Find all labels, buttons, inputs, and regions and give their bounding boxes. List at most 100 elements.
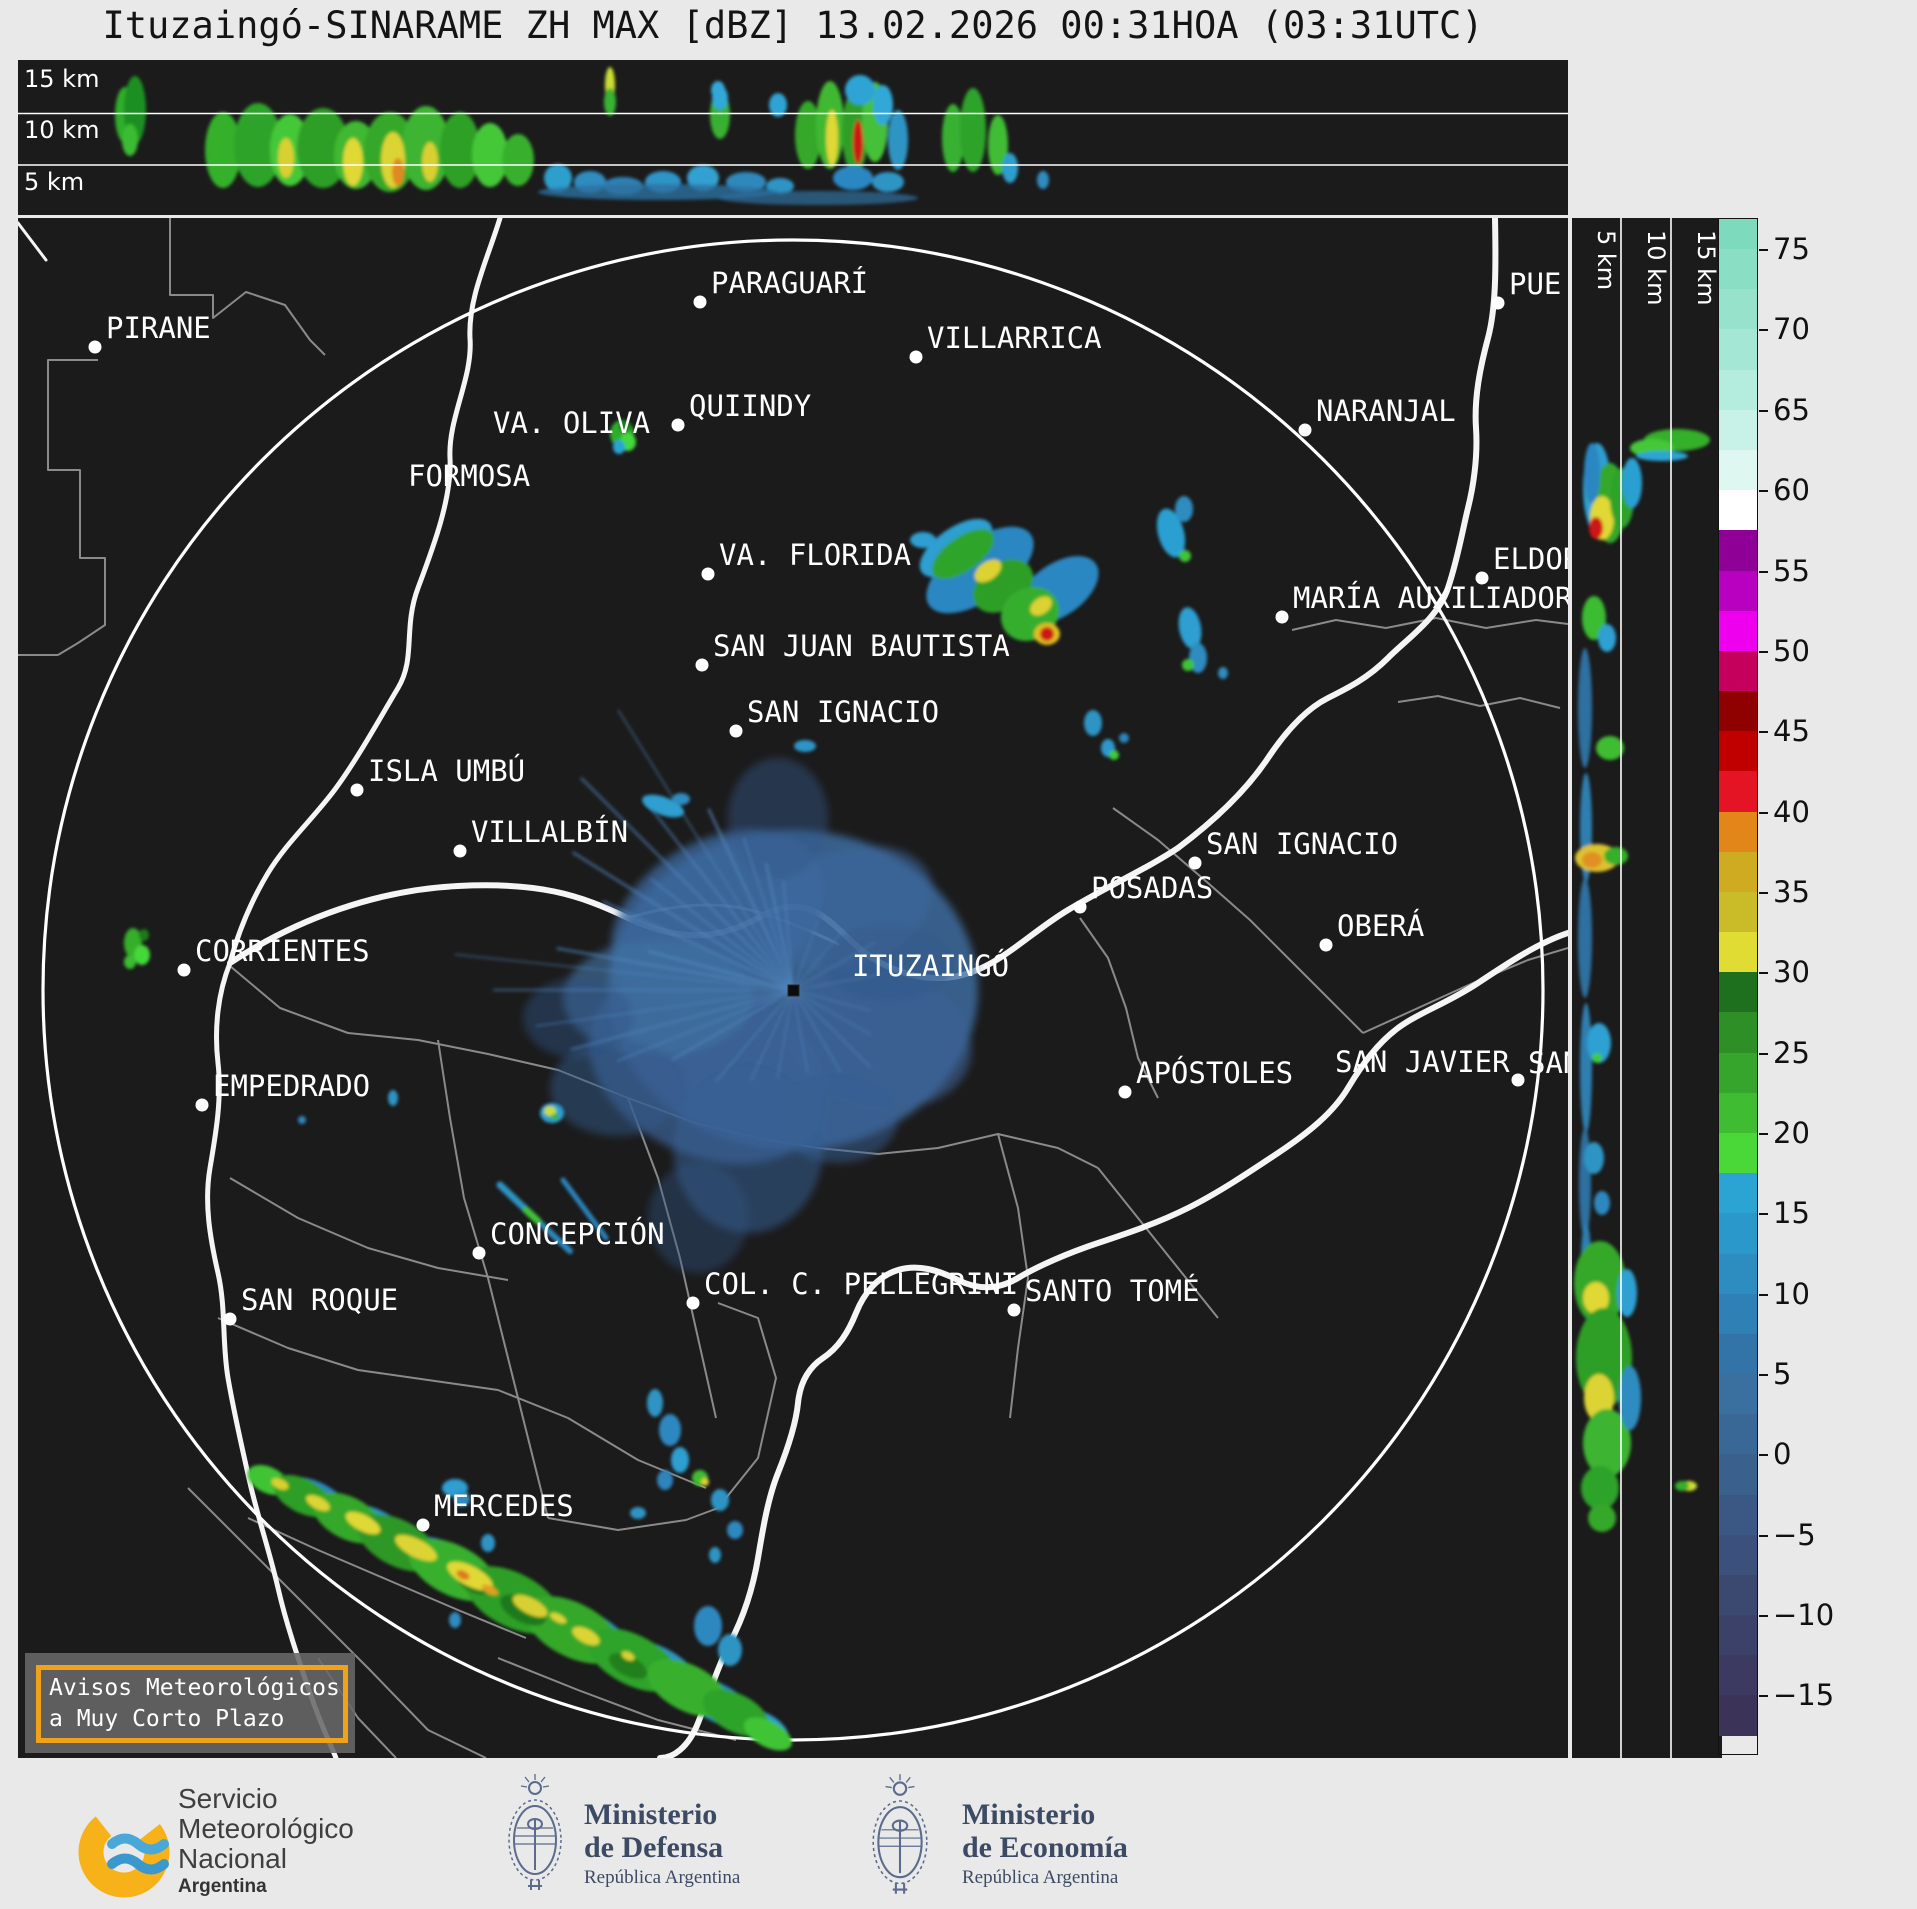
clutter-spoke [707, 808, 795, 991]
echo-blob [549, 1612, 567, 1624]
clutter-blob [822, 925, 954, 1001]
city-dot [1298, 423, 1312, 437]
echo-blob [960, 88, 986, 172]
echo-blob [139, 929, 149, 941]
province-border [1291, 617, 1568, 631]
page-title: Ituzaingó-SINARAME ZH MAX [dBZ] 13.02.20… [102, 4, 1484, 47]
echo-blob [447, 1561, 493, 1591]
city-dot [472, 1246, 486, 1260]
height-label: 15 km [24, 65, 99, 93]
city-dot [416, 1518, 430, 1532]
colorbar-band [1719, 1534, 1757, 1575]
echo-blob [1582, 852, 1602, 868]
colorbar-tick-label: 5 [1773, 1357, 1792, 1392]
clutter-blob [648, 1163, 748, 1273]
city-label: OBERÁ [1337, 909, 1424, 943]
city-label: EMPEDRADO [213, 1069, 370, 1103]
colorbar-tick [1759, 811, 1768, 814]
echo-blob [608, 1652, 648, 1680]
clutter-spoke [579, 776, 795, 992]
city-dot [686, 1296, 700, 1310]
colorbar-band [1719, 771, 1757, 812]
echo-blob [1598, 624, 1616, 652]
colorbar-tick-label: −15 [1773, 1678, 1835, 1713]
echo-blob [1582, 596, 1606, 640]
echo-blob [642, 794, 684, 818]
echo-blob [544, 164, 572, 192]
clutter-spoke [617, 709, 794, 991]
smn-line1: Servicio [178, 1783, 278, 1814]
colorbar-band [1719, 851, 1757, 892]
city-label: PUE [1509, 267, 1561, 301]
echo-blob [481, 1584, 499, 1596]
city-dot [909, 350, 923, 364]
radar-site-label: ITUZAINGÓ [852, 949, 1009, 983]
rightPanel-svg: 5 km 10 km 15 km [1574, 218, 1720, 1758]
echo-blob [1636, 451, 1688, 461]
echo-blob [1594, 1191, 1610, 1215]
echo-blob [647, 1389, 663, 1417]
colorbar-tick-label: −5 [1773, 1517, 1816, 1552]
city-label: POSADAS [1091, 871, 1213, 905]
city-dot [1511, 1073, 1525, 1087]
clutter-spoke [650, 878, 794, 991]
echo-blob [931, 529, 995, 579]
echo-blob [1587, 1023, 1611, 1063]
city-dot [195, 1098, 209, 1112]
echo-blob [278, 138, 294, 178]
echo-blob [449, 1612, 461, 1628]
clutter-spoke [792, 919, 820, 991]
city-label: MARÍA AUXILIADOR [1293, 581, 1568, 615]
echo-blob [551, 1114, 559, 1120]
echo-blob [769, 93, 787, 117]
clutter-spoke [616, 989, 794, 1063]
city-dot [695, 658, 709, 672]
height-label: 5 km [24, 168, 84, 196]
clutter-spoke [792, 941, 876, 991]
echo-streak [560, 1177, 609, 1241]
echo-blob [122, 124, 138, 156]
city-label: ELDOR [1493, 542, 1568, 576]
clutter-blob [550, 1040, 686, 1136]
clutter-spoke [535, 989, 794, 1028]
city-label: SAN JUAN BAUTISTA [713, 629, 1010, 663]
defensa-line3: República Argentina [584, 1867, 741, 1888]
clutter-spoke [792, 989, 871, 1012]
colorbar-tick [1759, 249, 1768, 252]
city-dot [177, 963, 191, 977]
city-label: SAN JAVIER [1335, 1045, 1510, 1079]
colorbar-tick-label: 50 [1773, 633, 1810, 668]
right-cross-section-panel: 5 km 10 km 15 km [1572, 218, 1722, 1758]
echo-blob [727, 1521, 743, 1539]
echo-blob [306, 1495, 330, 1511]
echo-blob [1580, 1003, 1592, 1133]
echo-blob [694, 1606, 722, 1646]
clutter-spoke [571, 850, 794, 992]
city-dot [1275, 610, 1289, 624]
colorbar-band [1719, 1333, 1757, 1375]
city-label: CORRIENTES [195, 934, 370, 968]
echo-blob [388, 1090, 398, 1106]
city-label: COL. C. PELLEGRINI [704, 1267, 1018, 1301]
colorbar-tick [1759, 1695, 1768, 1698]
colorbar-band [1719, 1374, 1757, 1415]
height-label: 15 km [1692, 230, 1720, 305]
city-label: FORMOSA [408, 459, 530, 493]
province-border [187, 1487, 487, 1758]
colorbar-band [1719, 1655, 1757, 1696]
city-label: ISLA UMBÚ [368, 754, 525, 788]
echo-blob [440, 112, 480, 188]
echo-blob [1030, 596, 1052, 616]
colorbar-tick [1759, 1454, 1768, 1457]
defensa-coat-of-arms-icon [508, 1774, 562, 1890]
province-border [1079, 917, 1159, 1099]
echo-blob [298, 1116, 306, 1124]
defensa-line1: Ministerio [584, 1798, 718, 1831]
echo-blob [345, 1511, 381, 1535]
clutter-spoke [764, 862, 795, 991]
city-dot [1073, 900, 1087, 914]
colorbar-band [1719, 1173, 1757, 1214]
colorbar-tick-label: 55 [1773, 553, 1810, 588]
colorbar-band [1719, 530, 1757, 571]
echo-blob [718, 1634, 742, 1666]
